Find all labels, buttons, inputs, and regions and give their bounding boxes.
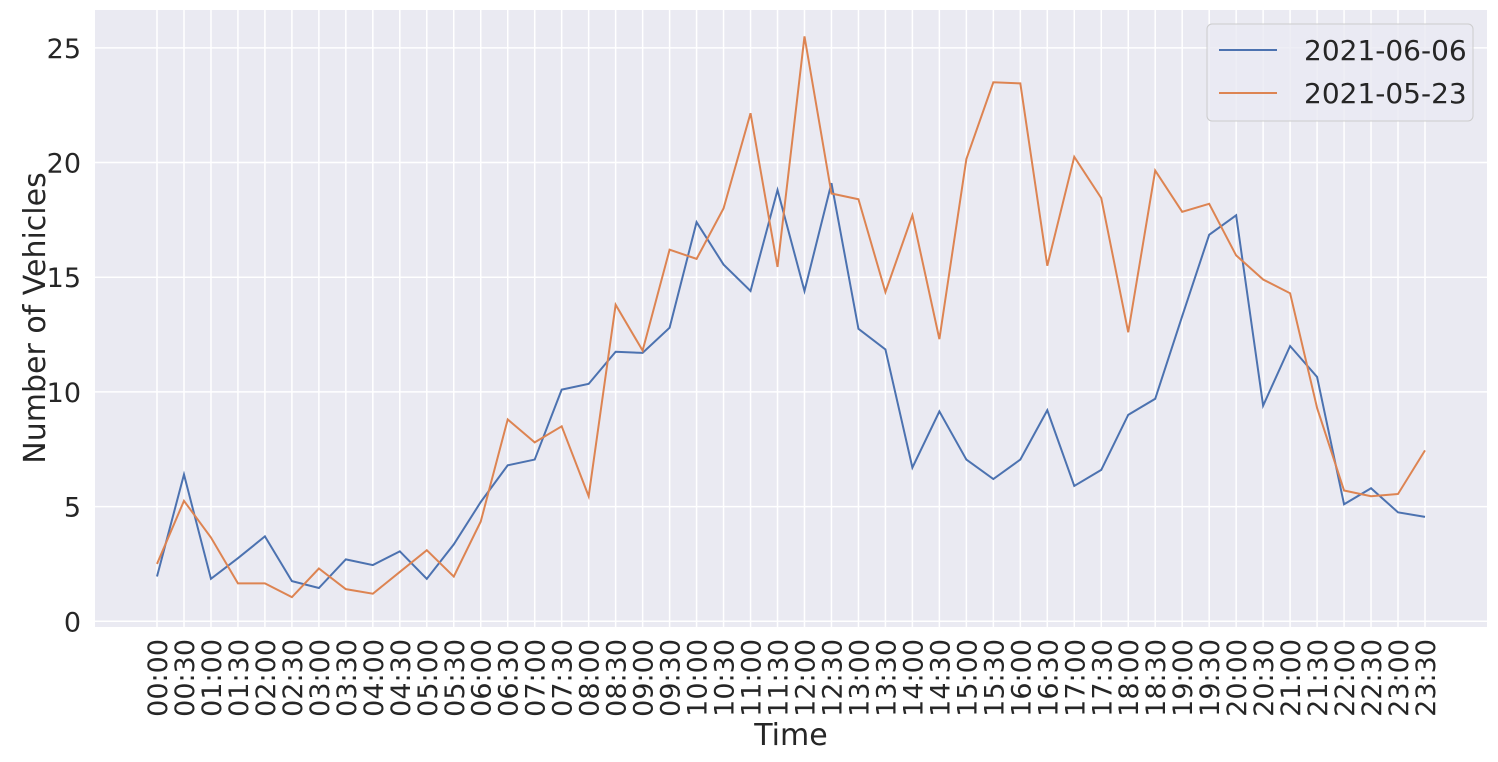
x-tick-label: 16:30 (1033, 639, 1064, 717)
y-tick-label: 0 (64, 607, 81, 638)
x-tick-label: 11:30 (764, 639, 795, 717)
x-tick-label: 10:00 (683, 639, 714, 717)
y-tick-label: 25 (47, 34, 81, 65)
x-tick-label: 11:00 (737, 639, 768, 717)
x-tick-label: 06:30 (494, 639, 525, 717)
x-tick-label: 19:30 (1195, 639, 1226, 717)
x-tick-label: 05:00 (413, 639, 444, 717)
x-tick-label: 20:30 (1249, 639, 1280, 717)
y-axis-label: Number of Vehicles (18, 172, 53, 463)
x-tick-label: 02:00 (251, 639, 282, 717)
x-tick-label: 01:00 (197, 639, 228, 717)
x-tick-label: 03:30 (332, 639, 363, 717)
x-tick-label: 07:30 (548, 639, 579, 717)
x-tick-label: 12:30 (817, 639, 848, 717)
x-tick-label: 18:30 (1141, 639, 1172, 717)
x-tick-label: 23:30 (1411, 639, 1442, 717)
legend-label: 2021-06-06 (1304, 34, 1467, 67)
y-tick-label: 5 (64, 493, 81, 524)
x-tick-label: 07:00 (521, 639, 552, 717)
x-tick-label: 17:00 (1060, 639, 1091, 717)
legend-box (1206, 23, 1474, 122)
x-tick-label: 00:00 (143, 639, 174, 717)
x-tick-label: 09:00 (629, 639, 660, 717)
x-tick-label: 13:30 (871, 639, 902, 717)
x-tick-label: 18:00 (1114, 639, 1145, 717)
x-tick-label: 19:00 (1168, 639, 1199, 717)
x-tick-label: 05:30 (440, 639, 471, 717)
x-tick-label: 21:30 (1303, 639, 1334, 717)
x-tick-label: 14:30 (925, 639, 956, 717)
x-tick-label: 12:00 (790, 639, 821, 717)
y-tick-label: 15 (47, 263, 81, 294)
x-tick-label: 22:00 (1330, 639, 1361, 717)
x-tick-label: 17:30 (1087, 639, 1118, 717)
x-tick-label: 14:00 (898, 639, 929, 717)
x-tick-label: 21:00 (1276, 639, 1307, 717)
x-axis-label: Time (753, 718, 827, 753)
legend-label: 2021-05-23 (1304, 77, 1467, 110)
x-tick-label: 08:00 (575, 639, 606, 717)
x-tick-label: 08:30 (602, 639, 633, 717)
x-tick-label: 23:00 (1384, 639, 1415, 717)
series-line (156, 36, 1426, 599)
x-tick-label: 02:30 (278, 639, 309, 717)
x-tick-label: 16:00 (1006, 639, 1037, 717)
x-tick-label: 15:00 (952, 639, 983, 717)
x-tick-label: 00:30 (170, 639, 201, 717)
x-tick-label: 04:00 (359, 639, 390, 717)
x-tick-label: 03:00 (305, 639, 336, 717)
x-tick-label: 01:30 (224, 639, 255, 717)
x-tick-label: 09:30 (656, 639, 687, 717)
x-tick-label: 10:30 (710, 639, 741, 717)
x-tick-label: 06:00 (467, 639, 498, 717)
x-tick-label: 22:30 (1357, 639, 1388, 717)
y-tick-label: 10 (47, 378, 81, 409)
x-tick-label: 20:00 (1222, 639, 1253, 717)
x-tick-label: 13:00 (844, 639, 875, 717)
x-tick-label: 15:30 (979, 639, 1010, 717)
y-tick-label: 20 (47, 149, 81, 180)
x-tick-label: 04:30 (386, 639, 417, 717)
series-line (156, 182, 1426, 590)
